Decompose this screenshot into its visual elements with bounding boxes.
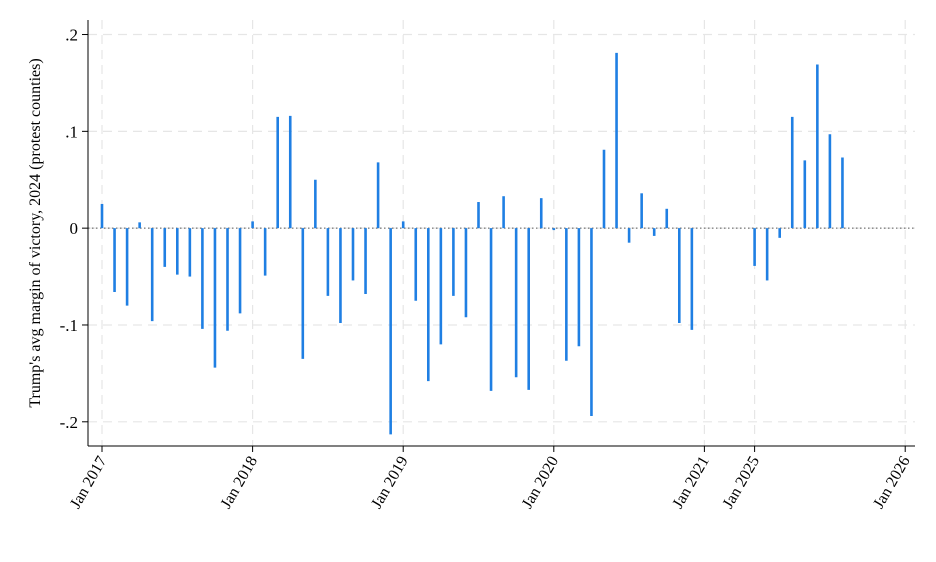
y-tick-label: -.2 bbox=[60, 413, 78, 432]
y-tick-label: .1 bbox=[65, 122, 78, 141]
x-tick-label: Jan 2019 bbox=[368, 454, 411, 512]
x-tick-label: Jan 2018 bbox=[218, 454, 261, 512]
y-axis-label: Trump's avg margin of victory, 2024 (pro… bbox=[27, 58, 44, 407]
y-tick-label: -.1 bbox=[60, 316, 78, 335]
x-tick-label: Jan 2017 bbox=[67, 454, 110, 512]
x-tick-label: Jan 2020 bbox=[519, 454, 562, 512]
y-tick-label: 0 bbox=[70, 219, 79, 238]
gridlines bbox=[88, 20, 915, 446]
y-axis-ticks: .2 .1 0 -.1 -.2 bbox=[60, 26, 88, 432]
x-tick-label: Jan 2026 bbox=[870, 454, 913, 512]
x-tick-label: Jan 2025 bbox=[720, 454, 763, 512]
x-tick-label: Jan 2021 bbox=[669, 454, 712, 512]
x-axis-ticks: Jan 2017 Jan 2018 Jan 2019 Jan 2020 Jan 2021… bbox=[67, 446, 914, 512]
bars bbox=[100, 52, 844, 435]
y-tick-label: .2 bbox=[65, 26, 78, 45]
